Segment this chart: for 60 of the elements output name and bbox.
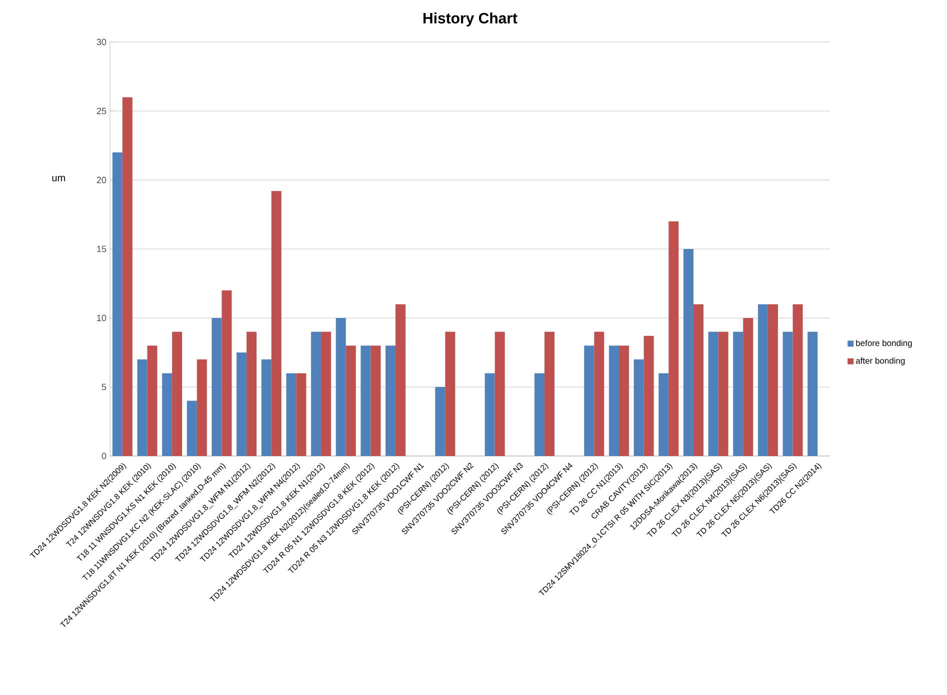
bar xyxy=(693,304,704,456)
bar xyxy=(386,346,396,456)
bar xyxy=(718,332,728,456)
y-tick-label: 15 xyxy=(97,246,106,252)
bar xyxy=(321,332,332,456)
bar xyxy=(212,318,222,456)
y-tick-label: 20 xyxy=(96,176,106,184)
bar xyxy=(644,336,654,456)
bar xyxy=(733,332,744,456)
y-tick-label: 10 xyxy=(97,314,106,322)
y-tick-label: 5 xyxy=(102,384,106,390)
legend-label: before bonding xyxy=(856,340,912,348)
bar xyxy=(112,152,122,456)
bar xyxy=(534,373,544,456)
bar xyxy=(186,400,197,456)
bar xyxy=(608,346,619,456)
bar xyxy=(122,97,132,456)
bar xyxy=(296,373,306,456)
bar xyxy=(196,359,207,456)
bar xyxy=(396,304,406,456)
bar xyxy=(137,359,148,456)
bar xyxy=(271,191,282,456)
bar xyxy=(346,346,356,456)
bar xyxy=(683,248,694,456)
bar xyxy=(584,346,594,456)
y-tick-label: 30 xyxy=(96,38,106,46)
bar xyxy=(261,359,272,456)
y-tick-label: 0 xyxy=(102,452,106,460)
bar xyxy=(658,373,669,456)
bar xyxy=(634,359,644,456)
y-tick-label: 25 xyxy=(96,108,106,114)
bar xyxy=(147,346,158,456)
bar xyxy=(336,318,346,456)
bar xyxy=(370,346,381,456)
bar xyxy=(360,346,371,456)
bar xyxy=(172,332,182,456)
bar xyxy=(758,304,768,456)
bar xyxy=(246,332,257,456)
chart-title: History Chart xyxy=(424,12,518,26)
bar xyxy=(445,332,456,456)
bar xyxy=(222,290,232,456)
bar xyxy=(484,373,495,456)
bar xyxy=(782,332,793,456)
bar xyxy=(435,386,446,456)
bar xyxy=(286,373,296,456)
bar xyxy=(708,332,718,456)
legend-label: after bonding xyxy=(856,357,905,366)
bar xyxy=(792,304,803,456)
bar xyxy=(668,221,679,456)
bar xyxy=(162,373,172,456)
bar xyxy=(311,332,322,456)
y-axis-title: um xyxy=(52,176,65,182)
bar xyxy=(808,332,818,456)
bar xyxy=(618,346,629,456)
bar xyxy=(236,352,247,456)
bar xyxy=(544,332,554,456)
bar xyxy=(594,332,604,456)
bar xyxy=(494,332,505,456)
bar xyxy=(743,318,754,456)
bar xyxy=(768,304,778,456)
